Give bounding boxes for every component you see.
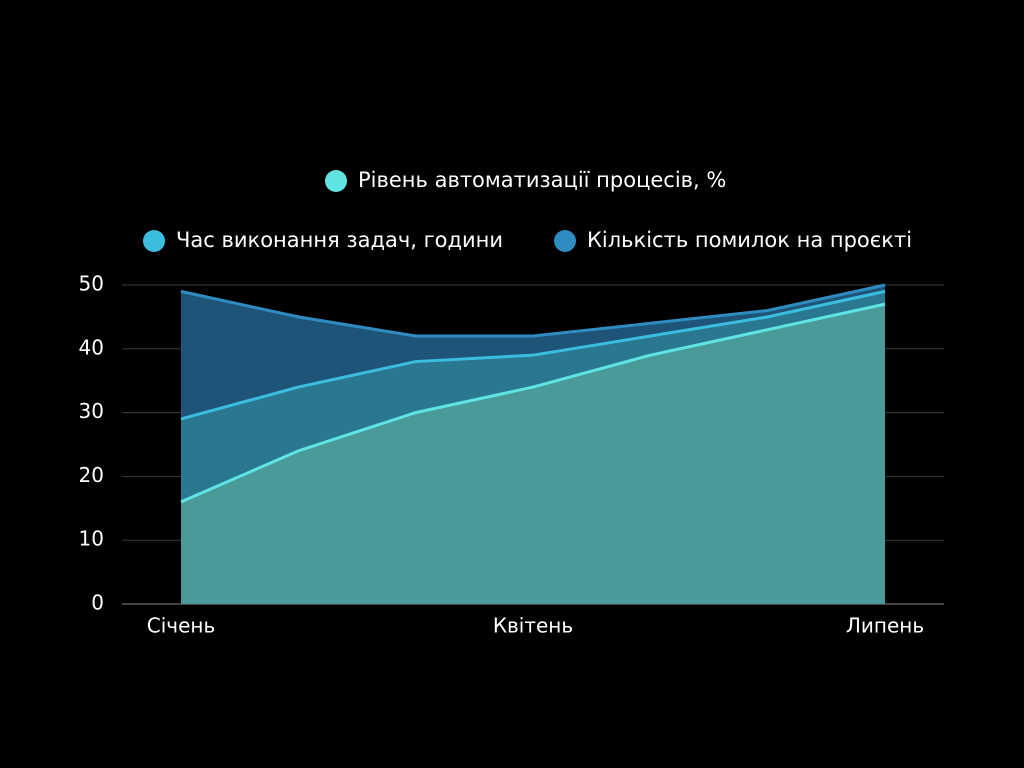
x-tick-label: Квітень xyxy=(493,614,573,638)
area-line xyxy=(180,283,886,338)
legend-label: Рівень автоматизації процесів, % xyxy=(358,168,726,192)
y-tick-label: 20 xyxy=(79,463,104,487)
y-tick-label: 10 xyxy=(79,527,104,551)
y-tick-label: 30 xyxy=(79,399,104,423)
y-tick-label: 40 xyxy=(79,335,104,359)
legend-marker xyxy=(143,230,165,252)
legend-label: Час виконання задач, години xyxy=(176,228,503,252)
area-fill xyxy=(181,304,885,604)
area-line xyxy=(180,289,886,421)
y-tick-label: 0 xyxy=(91,591,104,615)
legend-label: Кількість помилок на проєкті xyxy=(587,228,912,252)
legend-marker xyxy=(554,230,576,252)
legend-marker xyxy=(325,170,347,192)
x-tick-label: Липень xyxy=(846,614,924,638)
area-line xyxy=(180,302,886,504)
y-tick-label: 50 xyxy=(79,272,104,296)
x-tick-label: Січень xyxy=(147,614,216,638)
